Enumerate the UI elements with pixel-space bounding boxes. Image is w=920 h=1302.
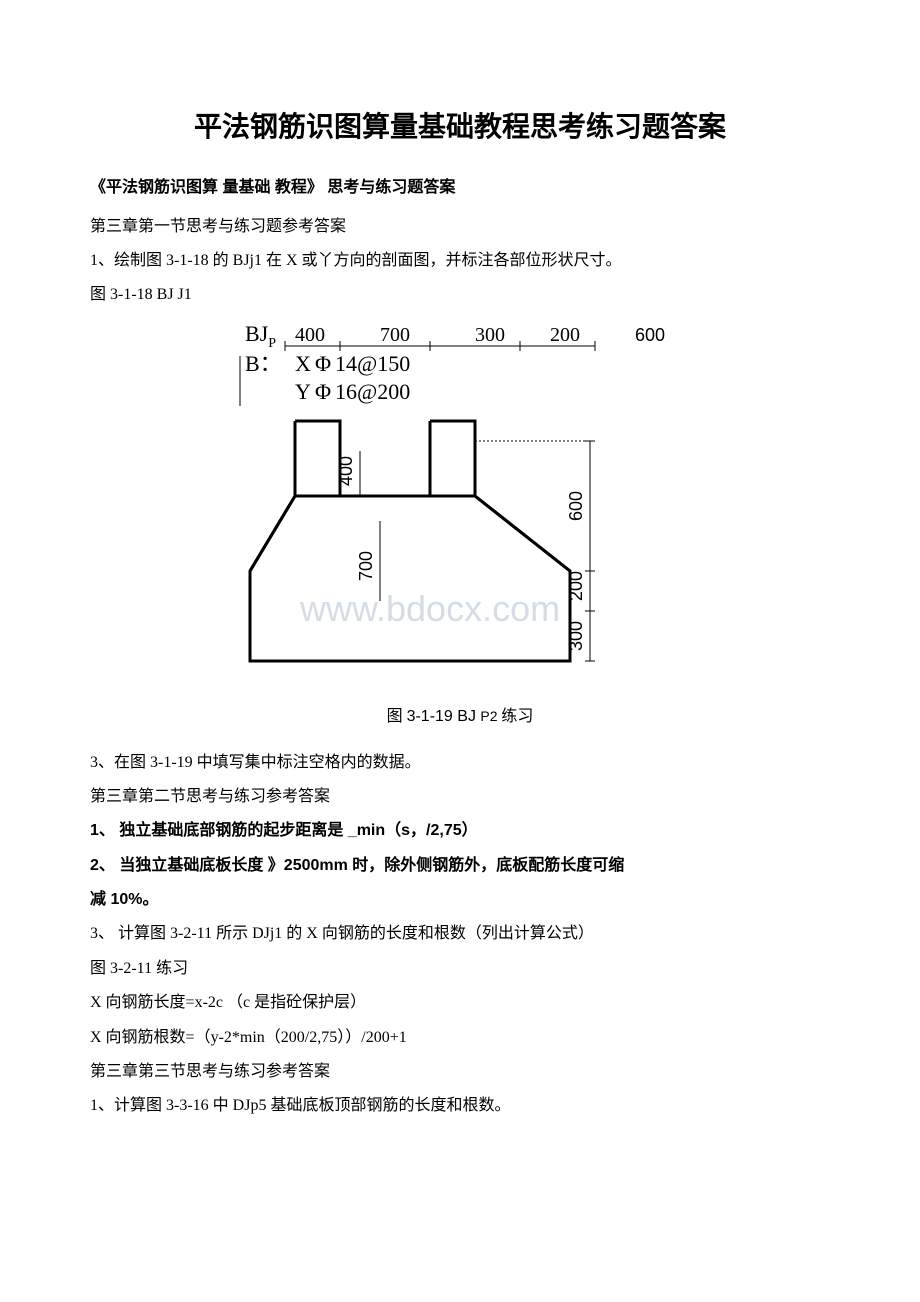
question-text: 1、计算图 3-3-16 中 DJp5 基础底板顶部钢筋的长度和根数。: [90, 1091, 830, 1121]
dim-top-4: 200: [550, 324, 580, 346]
dim-right-200: 200: [566, 571, 586, 601]
question-text: 1、绘制图 3-1-18 的 BJj1 在 X 或丫方向的剖面图，并标注各部位形…: [90, 246, 830, 276]
b-label: B：: [245, 351, 282, 376]
y-label: Y: [295, 379, 311, 404]
figure-ref: 图 3-2-11 练习: [90, 954, 830, 984]
dim-top-1: 400: [295, 324, 325, 346]
section-heading: 第三章第二节思考与练习参考答案: [90, 782, 830, 812]
section-heading: 第三章第三节思考与练习参考答案: [90, 1057, 830, 1087]
dim-top-5: 600: [635, 325, 665, 345]
dim-top-3: 300: [475, 324, 505, 346]
foundation-base: [250, 496, 570, 661]
answer-text: 2、 当独立基础底板长度 》2500mm 时，除外侧钢筋外，底板配筋长度可缩: [90, 851, 830, 881]
watermark-text: www.bdocx.com: [299, 588, 560, 629]
x-value: 14@150: [335, 351, 410, 376]
question-text: 3、 计算图 3-2-11 所示 DJj1 的 X 向钢筋的长度和根数（列出计算…: [90, 919, 830, 949]
answer-text: 减 10%。: [90, 885, 830, 915]
y-value: 16@200: [335, 379, 410, 404]
diagram-caption: 图 3-1-19 BJ P2 练习: [90, 702, 830, 732]
caption-part: 3-1-19 BJ: [407, 708, 481, 725]
bj-label: BJP: [245, 321, 276, 351]
figure-ref: 图 3-1-18 BJ J1: [90, 280, 830, 310]
caption-part: 练习: [501, 708, 533, 725]
book-subtitle: 《平法钢筋识图算 量基础 教程》 思考与练习题答案: [90, 173, 830, 203]
foundation-outline: [295, 421, 475, 496]
formula-text: X 向钢筋根数=（y-2*min（200/2,75））/200+1: [90, 1023, 830, 1053]
caption-part: P2: [480, 708, 501, 724]
page-title: 平法钢筋识图算量基础教程思考练习题答案: [90, 100, 830, 153]
dim-right-300: 300: [566, 621, 586, 651]
formula-text: X 向钢筋长度=x-2c （c 是指砼保护层）: [90, 988, 830, 1018]
caption-part: 图: [387, 708, 407, 725]
answer-text: 1、 独立基础底部钢筋的起步距离是 _min（s，/2,75）: [90, 816, 830, 846]
phi-symbol-2: Φ: [315, 379, 331, 404]
diagram-figure: BJP 400 700 300 200 600 B： X Φ 14@150 Y …: [90, 321, 830, 692]
question-text: 3、在图 3-1-19 中填写集中标注空格内的数据。: [90, 748, 830, 778]
dim-right-600: 600: [566, 491, 586, 521]
x-label: X: [295, 351, 311, 376]
section-heading: 第三章第一节思考与练习题参考答案: [90, 212, 830, 242]
dim-inner-400: 400: [336, 456, 356, 486]
dim-inner-700: 700: [356, 551, 376, 581]
phi-symbol-1: Φ: [315, 351, 331, 376]
cross-section-diagram: BJP 400 700 300 200 600 B： X Φ 14@150 Y …: [200, 321, 720, 681]
dim-top-2: 700: [380, 324, 410, 346]
